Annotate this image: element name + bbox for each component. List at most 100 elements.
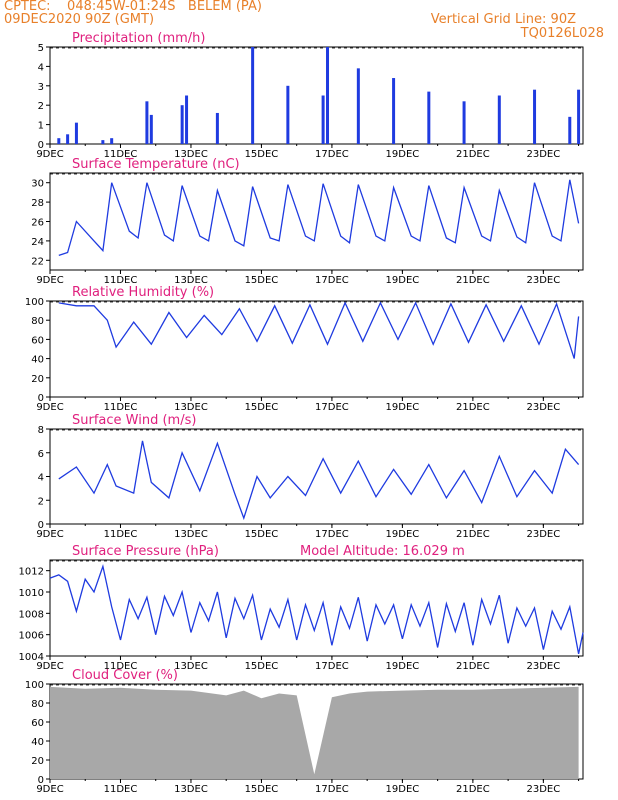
y-tick-label: 0 — [38, 393, 44, 404]
x-tick-label: 19DEC — [386, 661, 420, 672]
panel-frame — [49, 46, 584, 145]
x-tick-label: 9DEC — [36, 529, 63, 540]
x-tick-label: 19DEC — [386, 149, 420, 160]
cloud-area — [50, 686, 579, 779]
x-tick-label: 13DEC — [174, 149, 208, 160]
y-tick-label: 6 — [38, 449, 44, 460]
panel-title: Surface Pressure (hPa) — [72, 544, 219, 559]
y-tick-label: 0 — [38, 775, 44, 786]
x-tick-label: 9DEC — [36, 402, 63, 413]
y-tick-label: 60 — [31, 718, 44, 729]
x-tick-label: 17DEC — [315, 661, 349, 672]
x-tick-label: 23DEC — [526, 402, 560, 413]
precip-bar — [74, 122, 78, 144]
x-tick-label: 13DEC — [174, 661, 208, 672]
y-tick-label: 2 — [38, 496, 44, 507]
y-tick-label: 0 — [38, 140, 44, 151]
precip-bar — [321, 95, 325, 144]
y-tick-label: 1004 — [19, 652, 44, 663]
y-tick-label: 20 — [31, 374, 44, 385]
y-tick-label: 100 — [25, 297, 44, 308]
x-tick-label: 15DEC — [245, 402, 279, 413]
series-line — [58, 440, 580, 521]
y-tick-label: 24 — [31, 237, 44, 248]
x-tick-label: 21DEC — [456, 784, 490, 795]
precip-bar — [326, 47, 330, 144]
x-tick-label: 23DEC — [526, 149, 560, 160]
panel-frame — [49, 428, 584, 525]
x-tick-label: 13DEC — [174, 784, 208, 795]
x-tick-label: 23DEC — [526, 784, 560, 795]
x-tick-label: 21DEC — [456, 275, 490, 286]
precip-bar — [180, 105, 184, 144]
x-tick-label: 9DEC — [36, 784, 63, 795]
series-line — [58, 179, 580, 257]
y-tick-label: 5 — [38, 43, 44, 54]
x-tick-label: 15DEC — [245, 149, 279, 160]
x-tick-label: 11DEC — [104, 402, 138, 413]
x-tick-label: 17DEC — [315, 402, 349, 413]
precip-bar — [185, 95, 189, 144]
x-tick-label: 23DEC — [526, 529, 560, 540]
panel-title: Surface Wind (m/s) — [72, 413, 196, 428]
precip-bar — [110, 138, 114, 144]
panel-title: Precipitation (mm/h) — [72, 31, 205, 46]
precip-bar — [497, 95, 501, 144]
x-tick-label: 13DEC — [174, 402, 208, 413]
y-tick-label: 26 — [31, 218, 44, 229]
x-tick-label: 23DEC — [526, 275, 560, 286]
y-tick-label: 80 — [31, 699, 44, 710]
x-tick-label: 11DEC — [104, 784, 138, 795]
panel-title: Surface Temperature (nC) — [72, 157, 240, 172]
x-tick-label: 21DEC — [456, 149, 490, 160]
x-tick-label: 17DEC — [315, 275, 349, 286]
panel-frame — [49, 300, 584, 398]
y-tick-label: 28 — [31, 198, 44, 209]
series-line — [58, 301, 580, 359]
x-tick-label: 11DEC — [104, 661, 138, 672]
x-tick-label: 21DEC — [456, 661, 490, 672]
x-tick-label: 17DEC — [315, 149, 349, 160]
x-tick-label: 17DEC — [315, 529, 349, 540]
x-tick-label: 13DEC — [174, 275, 208, 286]
precip-bar — [568, 116, 572, 144]
precip-bar — [57, 138, 61, 144]
precip-bar — [577, 89, 581, 144]
y-tick-label: 4 — [38, 62, 44, 73]
precip-bar — [149, 114, 153, 144]
x-tick-label: 21DEC — [456, 402, 490, 413]
y-tick-label: 1010 — [19, 588, 44, 599]
x-tick-label: 9DEC — [36, 275, 63, 286]
x-tick-label: 13DEC — [174, 529, 208, 540]
x-tick-label: 15DEC — [245, 529, 279, 540]
precip-bar — [286, 85, 290, 144]
precip-bar — [392, 78, 396, 144]
panel-title: Cloud Cover (%) — [72, 668, 178, 683]
x-tick-label: 23DEC — [526, 661, 560, 672]
precip-bar — [66, 134, 70, 144]
y-tick-label: 100 — [25, 680, 44, 691]
panel-frame — [49, 172, 584, 271]
precip-bar — [356, 68, 360, 144]
x-tick-label: 9DEC — [36, 149, 63, 160]
y-tick-label: 80 — [31, 316, 44, 327]
y-tick-label: 1012 — [19, 567, 44, 578]
model-label: TQ0126L028 — [520, 26, 604, 41]
x-tick-label: 9DEC — [36, 661, 63, 672]
precip-bar — [533, 89, 537, 144]
x-tick-label: 19DEC — [386, 529, 420, 540]
y-tick-label: 0 — [38, 520, 44, 531]
grid-line-label: Vertical Grid Line: 90Z — [430, 12, 576, 27]
model-altitude-annotation: Model Altitude: 16.029 m — [300, 544, 465, 559]
precip-bar — [101, 140, 105, 144]
y-tick-label: 40 — [31, 355, 44, 366]
y-tick-label: 20 — [31, 756, 44, 767]
x-tick-label: 11DEC — [104, 529, 138, 540]
precip-bar — [427, 91, 431, 144]
panel-frame — [49, 559, 584, 657]
y-tick-label: 8 — [38, 425, 44, 436]
x-tick-label: 17DEC — [315, 784, 349, 795]
y-tick-label: 1 — [38, 121, 44, 132]
station-header: CPTEC: 048:45W-01:24S BELEM (PA) — [4, 0, 262, 14]
